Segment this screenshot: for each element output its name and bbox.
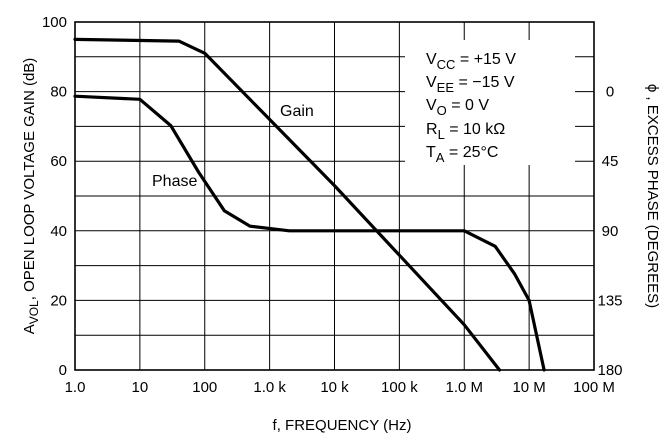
- y-axis-title: AVOL, OPEN LOOP VOLTAGE GAIN (dB): [21, 58, 41, 335]
- x-tick-label: 10 M: [512, 379, 545, 396]
- condition-sub: O: [437, 103, 447, 118]
- phase-label: Phase: [152, 173, 197, 190]
- y-axis-title-rest: , OPEN LOOP VOLTAGE GAIN (dB): [21, 58, 38, 301]
- y2-axis-title: ϕ , EXCESS PHASE (DEGREES): [644, 84, 661, 308]
- condition-value: = −15 V: [454, 74, 515, 91]
- y2-tick-label: 90: [602, 223, 619, 240]
- condition-line-3: RL = 10 kΩ: [426, 121, 505, 142]
- condition-line-1: VEE = −15 V: [426, 74, 515, 95]
- x-tick-label: 1.0: [65, 379, 86, 396]
- x-tick-label: 10: [132, 379, 149, 396]
- y-tick-label: 80: [50, 84, 67, 101]
- plot-frame: [74, 21, 595, 371]
- condition-sub: L: [438, 127, 445, 142]
- y2-tick-label: 135: [597, 292, 622, 309]
- y-tick-label: 100: [42, 14, 67, 31]
- condition-sub: CC: [437, 57, 456, 72]
- condition-value: = 0 V: [447, 97, 490, 114]
- condition-base: V: [426, 74, 437, 91]
- x-tick-label: 1.0 k: [253, 379, 286, 396]
- curves: [73, 37, 546, 372]
- condition-base: V: [426, 51, 437, 68]
- y-tick-label: 0: [59, 362, 67, 379]
- condition-line-2: VO = 0 V: [426, 97, 489, 118]
- condition-line-4: TA = 25°C: [426, 144, 498, 165]
- y2-tick-label: 45: [602, 153, 619, 170]
- y2-tick-label: 180: [597, 362, 622, 379]
- x-tick-label: 1.0 M: [445, 379, 483, 396]
- gain-label: Gain: [280, 103, 314, 120]
- x-tick-label: 10 k: [320, 379, 349, 396]
- x-axis-title: f, FREQUENCY (Hz): [273, 417, 412, 434]
- condition-value: = +15 V: [455, 51, 516, 68]
- y-axis-title-sub: VOL: [27, 300, 41, 324]
- x-tick-label: 100 k: [381, 379, 418, 396]
- condition-value: = 25°C: [444, 144, 498, 161]
- conditions-backdrop: [405, 40, 575, 165]
- y-tick-label: 20: [50, 292, 67, 309]
- y-tick-label: 40: [50, 223, 67, 240]
- condition-sub: EE: [437, 80, 455, 95]
- x-tick-label: 100 M: [573, 379, 615, 396]
- x-tick-label: 100: [192, 379, 217, 396]
- condition-base: T: [426, 144, 436, 161]
- y-tick-label: 60: [50, 153, 67, 170]
- condition-value: = 10 kΩ: [445, 121, 505, 138]
- condition-line-0: VCC = +15 V: [426, 51, 516, 72]
- tick-labels: 1.0 10 100 1.0 k 10 k 100 k 1.0 M 10 M 100 M 0 20 4…: [42, 14, 623, 396]
- condition-base: V: [426, 97, 437, 114]
- gain-curve: [73, 37, 502, 372]
- phase-curve: [73, 94, 546, 372]
- condition-base: R: [426, 121, 438, 138]
- y-axis-title-base: A: [21, 324, 38, 334]
- condition-sub: A: [436, 150, 445, 165]
- y2-tick-label: 0: [606, 84, 614, 101]
